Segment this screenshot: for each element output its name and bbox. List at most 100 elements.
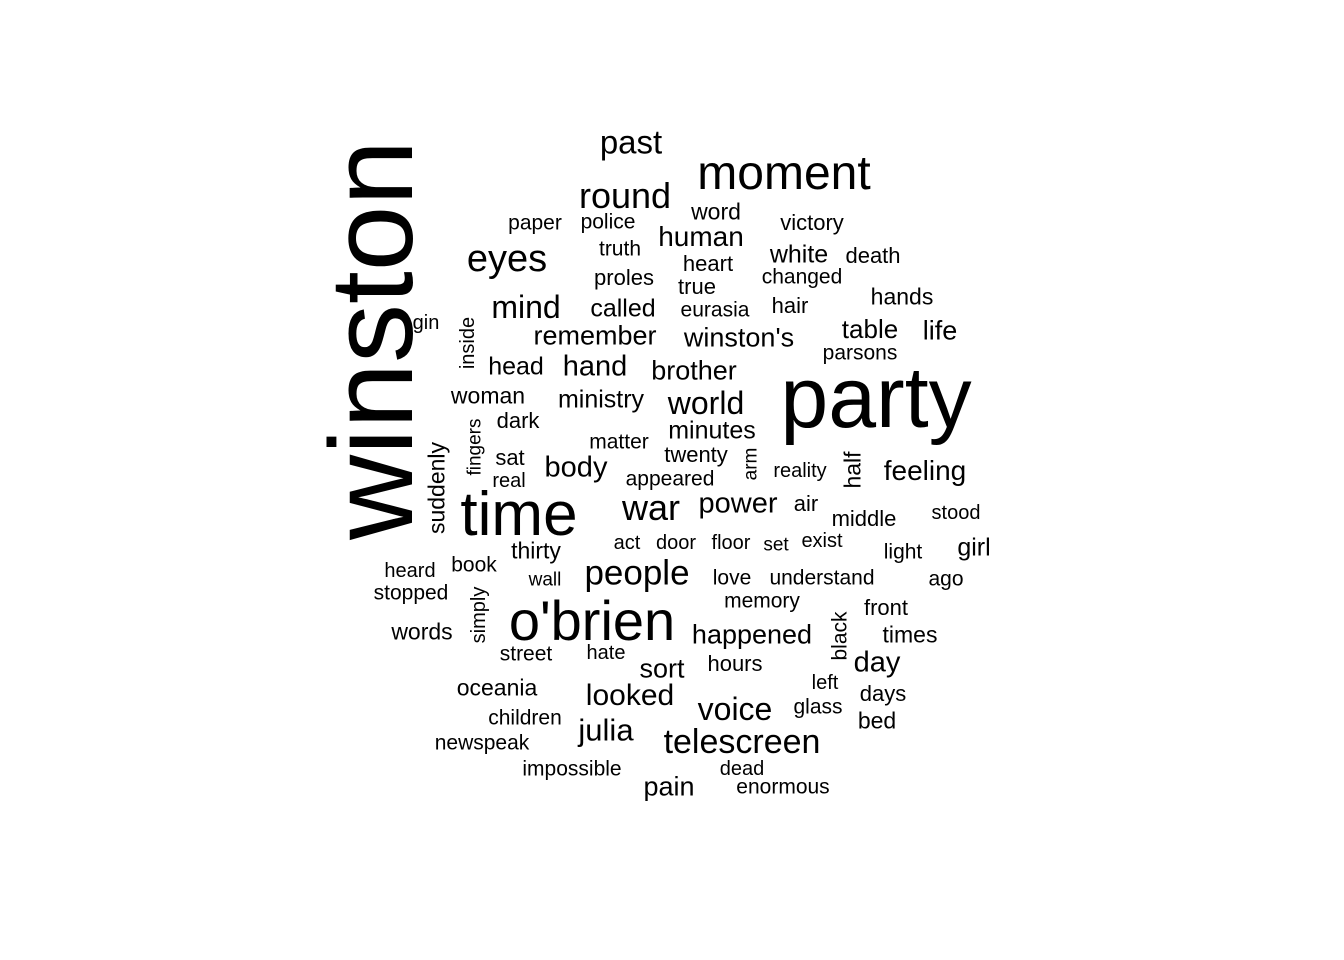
word-left: left	[811, 672, 839, 694]
word-gin: gin	[412, 312, 440, 334]
word-white: white	[769, 240, 829, 269]
word-woman: woman	[450, 382, 526, 409]
word-voice: voice	[697, 691, 773, 727]
word-memory: memory	[724, 589, 800, 613]
word-mind: mind	[491, 289, 561, 325]
word-time: time	[460, 480, 578, 549]
word-dead: dead	[719, 758, 765, 780]
word-light: light	[883, 540, 923, 564]
word-children: children	[488, 706, 562, 730]
word-twenty: twenty	[664, 442, 728, 467]
word-word: word	[691, 198, 741, 225]
word-party: party	[780, 350, 972, 446]
word-oceania: oceania	[456, 674, 538, 701]
word-table: table	[841, 314, 899, 344]
word-true: true	[678, 274, 716, 299]
word-world: world	[667, 385, 745, 421]
word-stood: stood	[931, 502, 981, 524]
word-simply: simply	[468, 586, 490, 644]
word-floor: floor	[711, 532, 751, 554]
word-julia: julia	[578, 712, 634, 748]
word-truth: truth	[598, 237, 642, 261]
word-human: human	[658, 221, 744, 252]
word-called: called	[590, 294, 656, 323]
word-times: times	[882, 621, 938, 648]
word-body: body	[544, 451, 608, 484]
word-middle: middle	[831, 506, 897, 531]
word-fingers: fingers	[464, 418, 486, 476]
word-life: life	[922, 315, 958, 346]
word-past: past	[599, 123, 663, 161]
word-police: police	[580, 210, 636, 234]
word-winston: winston	[306, 139, 438, 541]
word-exist: exist	[801, 530, 843, 552]
word-set: set	[763, 534, 789, 556]
word-door: door	[655, 532, 697, 554]
word-telescreen: telescreen	[663, 723, 821, 761]
word-inside: inside	[457, 316, 479, 370]
word-matter: matter	[589, 430, 649, 454]
word-looked: looked	[585, 679, 675, 712]
word-happened: happened	[691, 619, 813, 650]
word-dark: dark	[496, 408, 540, 433]
word-o-brien: o'brien	[508, 589, 676, 652]
word-hand: hand	[562, 350, 628, 383]
word-brother: brother	[651, 355, 737, 386]
word-moment: moment	[697, 147, 871, 200]
word-war: war	[621, 487, 681, 528]
word-power: power	[698, 487, 778, 520]
word-pain: pain	[643, 771, 695, 802]
word-ago: ago	[928, 567, 964, 591]
word-girl: girl	[957, 533, 991, 562]
word-act: act	[613, 532, 641, 554]
word-black: black	[828, 611, 852, 661]
word-understand: understand	[769, 566, 875, 590]
word-parsons: parsons	[822, 341, 898, 365]
word-newspeak: newspeak	[434, 731, 530, 755]
word-heard: heard	[384, 560, 436, 582]
word-front: front	[863, 595, 909, 620]
word-eyes: eyes	[466, 238, 548, 280]
word-glass: glass	[793, 695, 843, 719]
word-minutes: minutes	[668, 416, 756, 445]
word-street: street	[499, 642, 553, 666]
word-days: days	[859, 681, 907, 706]
word-hair: hair	[771, 293, 809, 318]
word-love: love	[712, 566, 752, 590]
word-hours: hours	[707, 651, 763, 676]
word-paper: paper	[508, 211, 562, 235]
word-round: round	[578, 175, 672, 216]
word-sort: sort	[639, 653, 685, 684]
word-hate: hate	[586, 642, 626, 664]
word-ministry: ministry	[557, 385, 645, 414]
word-bed: bed	[857, 707, 897, 734]
word-sat: sat	[495, 445, 525, 470]
word-proles: proles	[594, 265, 654, 290]
word-wall: wall	[528, 569, 562, 591]
word-hands: hands	[870, 283, 934, 310]
word-day: day	[853, 646, 901, 679]
word-air: air	[793, 491, 819, 516]
word-people: people	[584, 553, 690, 593]
word-victory: victory	[780, 210, 844, 235]
word-arm: arm	[740, 447, 762, 481]
word-feeling: feeling	[883, 455, 967, 486]
word-heart: heart	[682, 251, 734, 276]
word-real: real	[492, 470, 526, 492]
word-death: death	[845, 243, 901, 268]
word-half: half	[839, 451, 866, 489]
word-appeared: appeared	[625, 467, 715, 491]
word-book: book	[451, 553, 497, 577]
word-words: words	[391, 618, 453, 645]
word-stopped: stopped	[373, 581, 449, 605]
word-impossible: impossible	[522, 757, 622, 781]
word-suddenly: suddenly	[423, 441, 450, 535]
word-reality: reality	[773, 460, 827, 482]
word-winston-s: winston's	[683, 322, 795, 353]
word-remember: remember	[533, 320, 657, 351]
word-enormous: enormous	[736, 775, 830, 799]
word-head: head	[488, 352, 544, 381]
word-eurasia: eurasia	[680, 298, 750, 322]
word-thirty: thirty	[511, 537, 561, 564]
